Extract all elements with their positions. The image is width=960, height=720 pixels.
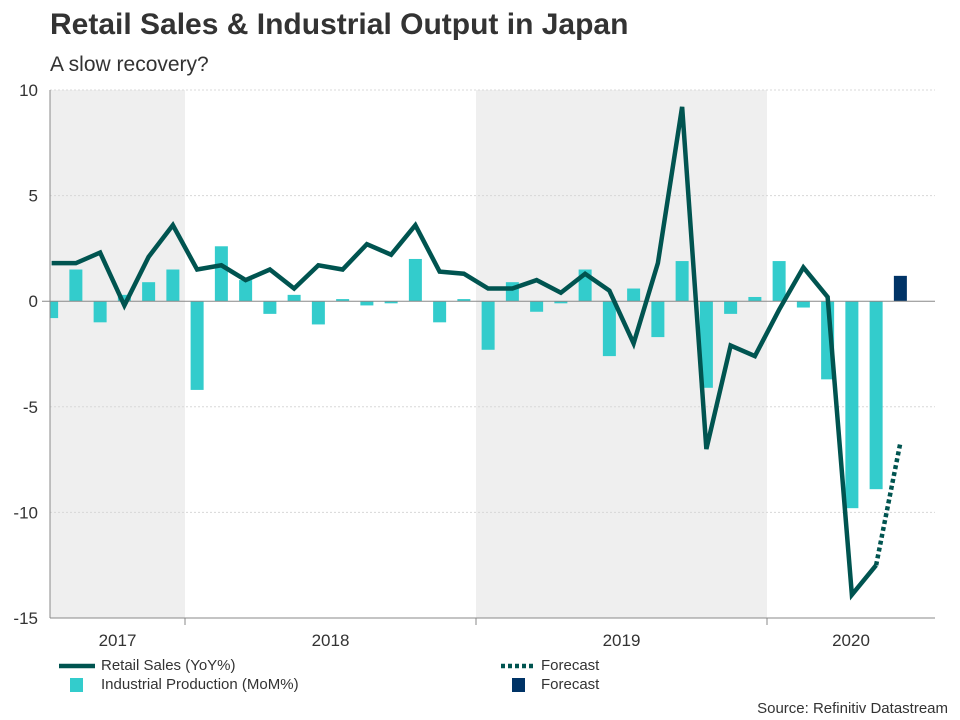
- x-tick-label-2018: 2018: [312, 631, 350, 650]
- bar-industrial-2018-06: [311, 301, 325, 325]
- bar-industrial-2019-06: [602, 301, 616, 357]
- bar-industrial-2019-09: [675, 261, 689, 302]
- bar-industrial-2020-04: [845, 301, 859, 509]
- bar-industrial-2019-12: [748, 296, 762, 302]
- bar-industrial-2018-10: [408, 258, 422, 302]
- x-tick-label-2017: 2017: [99, 631, 137, 650]
- legend-label-forecast-bar: Forecast: [541, 676, 600, 693]
- bar-industrial-2018-01: [190, 301, 204, 390]
- bar-industrial-2017-07: [50, 301, 59, 319]
- y-tick-label: 10: [19, 81, 38, 100]
- bar-industrial-2017-11: [142, 282, 156, 302]
- bar-industrial-2018-03: [239, 280, 253, 302]
- bar-industrial-2019-01: [481, 301, 495, 350]
- y-tick-label: 5: [29, 187, 38, 206]
- legend-label-industrial: Industrial Production (MoM%): [101, 676, 299, 693]
- bar-industrial-2019-07: [627, 288, 641, 302]
- bar-industrial-2018-11: [433, 301, 447, 323]
- legend-marker-industrial: [70, 678, 83, 692]
- legend-label-retail: Retail Sales (YoY%): [101, 657, 236, 674]
- chart-subtitle: A slow recovery?: [50, 53, 209, 76]
- y-tick-label: -5: [23, 398, 38, 417]
- bar-industrial-2019-04: [554, 301, 568, 304]
- bar-industrial-2017-12: [166, 269, 180, 302]
- bar-forecast-2020-06: [893, 275, 907, 302]
- bar-industrial-2018-12: [457, 299, 471, 302]
- bar-industrial-2017-10: [117, 294, 131, 302]
- y-tick-label: -10: [13, 503, 38, 522]
- shaded-year-2019: [476, 90, 767, 618]
- bar-industrial-2020-05: [869, 301, 883, 490]
- legend-marker-forecast-bar: [512, 678, 525, 692]
- x-tick-label-2019: 2019: [603, 631, 641, 650]
- bar-industrial-2019-03: [530, 301, 544, 312]
- x-tick-label-2020: 2020: [832, 631, 870, 650]
- y-tick-label: 0: [29, 292, 38, 311]
- chart-title: Retail Sales & Industrial Output in Japa…: [50, 8, 629, 41]
- bar-industrial-2018-08: [360, 301, 374, 306]
- legend-label-forecast-line: Forecast: [541, 657, 600, 674]
- bar-industrial-2018-05: [287, 294, 301, 302]
- y-tick-label: -15: [13, 609, 38, 628]
- bar-industrial-2019-11: [724, 301, 738, 314]
- bar-industrial-2017-09: [93, 301, 107, 323]
- bar-industrial-2020-02: [796, 301, 810, 308]
- bar-industrial-2018-09: [384, 301, 398, 304]
- bar-industrial-2018-07: [336, 299, 350, 302]
- bar-industrial-2017-08: [69, 269, 83, 302]
- bar-industrial-2019-08: [651, 301, 665, 338]
- bar-industrial-2020-01: [772, 261, 786, 302]
- bar-industrial-2018-02: [214, 246, 228, 302]
- bar-industrial-2018-04: [263, 301, 277, 314]
- bar-industrial-2019-10: [699, 301, 713, 388]
- shaded-year-2017: [50, 90, 185, 618]
- source-note: Source: Refinitiv Datastream: [757, 700, 948, 717]
